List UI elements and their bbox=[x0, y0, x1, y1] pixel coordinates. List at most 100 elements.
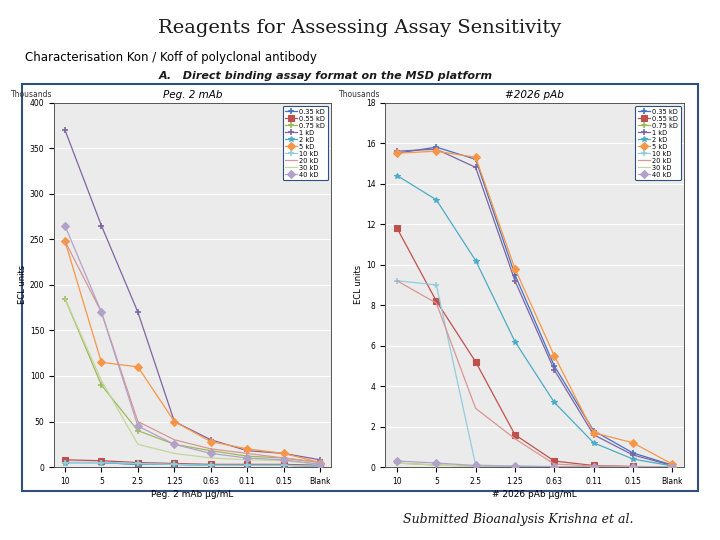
0.55 kD bbox=[60, 456, 69, 463]
Line: 1 kD: 1 kD bbox=[61, 126, 324, 463]
5 kD bbox=[60, 238, 69, 244]
0.35 kD bbox=[207, 462, 215, 469]
0.55 kD bbox=[472, 359, 480, 365]
20 kD bbox=[510, 435, 519, 442]
Text: Characterisation Kon / Koff of polyclonal antibody: Characterisation Kon / Koff of polyclona… bbox=[25, 51, 317, 64]
5 kD bbox=[316, 460, 325, 466]
40 kD bbox=[170, 441, 179, 448]
0.55 kD bbox=[243, 461, 251, 468]
5 kD bbox=[629, 440, 637, 446]
2 kD bbox=[668, 463, 677, 469]
10 kD bbox=[170, 461, 179, 468]
1 kD bbox=[97, 222, 106, 229]
20 kD bbox=[668, 464, 677, 470]
0.75 kD bbox=[170, 441, 179, 448]
Text: Reagents for Assessing Assay Sensitivity: Reagents for Assessing Assay Sensitivity bbox=[158, 19, 562, 37]
20 kD bbox=[134, 418, 143, 425]
20 kD bbox=[316, 460, 325, 466]
Line: 5 kD: 5 kD bbox=[395, 148, 675, 467]
30 kD bbox=[316, 461, 325, 468]
30 kD bbox=[134, 441, 143, 448]
0.55 kD bbox=[316, 462, 325, 469]
0.35 kD bbox=[472, 156, 480, 163]
10 kD bbox=[589, 464, 598, 470]
0.75 kD bbox=[550, 463, 559, 470]
0.75 kD bbox=[279, 455, 288, 461]
2 kD bbox=[279, 462, 288, 469]
30 kD bbox=[589, 464, 598, 470]
1 kD bbox=[668, 462, 677, 469]
0.75 kD bbox=[472, 463, 480, 469]
10 kD bbox=[97, 460, 106, 466]
0.35 kD bbox=[550, 363, 559, 369]
20 kD bbox=[60, 238, 69, 244]
5 kD bbox=[97, 359, 106, 366]
Line: 30 kD: 30 kD bbox=[397, 463, 672, 467]
40 kD bbox=[134, 423, 143, 429]
20 kD bbox=[170, 436, 179, 443]
5 kD bbox=[589, 429, 598, 436]
40 kD bbox=[392, 458, 401, 464]
5 kD bbox=[510, 265, 519, 272]
Text: Submitted Bioanalysis Krishna et al.: Submitted Bioanalysis Krishna et al. bbox=[403, 514, 634, 526]
10 kD bbox=[207, 462, 215, 469]
5 kD bbox=[432, 148, 441, 154]
0.55 kD bbox=[97, 457, 106, 464]
2 kD bbox=[60, 460, 69, 466]
0.55 kD bbox=[589, 462, 598, 469]
0.75 kD bbox=[243, 453, 251, 460]
40 kD bbox=[510, 463, 519, 469]
Text: A.   Direct binding assay format on the MSD platform: A. Direct binding assay format on the MS… bbox=[158, 71, 492, 82]
5 kD bbox=[392, 150, 401, 157]
0.75 kD bbox=[629, 464, 637, 470]
0.75 kD bbox=[589, 464, 598, 470]
30 kD bbox=[629, 464, 637, 470]
10 kD bbox=[550, 463, 559, 470]
Line: 0.55 kD: 0.55 kD bbox=[62, 457, 323, 468]
30 kD bbox=[432, 462, 441, 468]
2 kD bbox=[472, 257, 480, 264]
0.35 kD bbox=[279, 462, 288, 469]
30 kD bbox=[510, 463, 519, 470]
2 kD bbox=[510, 338, 519, 345]
30 kD bbox=[279, 457, 288, 464]
1 kD bbox=[472, 164, 480, 171]
40 kD bbox=[589, 464, 598, 470]
0.35 kD bbox=[134, 461, 143, 468]
1 kD bbox=[629, 451, 637, 458]
0.35 kD bbox=[243, 462, 251, 469]
0.35 kD bbox=[170, 461, 179, 468]
0.75 kD bbox=[60, 295, 69, 302]
10 kD bbox=[432, 282, 441, 288]
0.35 kD bbox=[668, 462, 677, 468]
0.35 kD bbox=[589, 428, 598, 434]
20 kD bbox=[243, 450, 251, 457]
X-axis label: Peg. 2 mAb μg/mL: Peg. 2 mAb μg/mL bbox=[151, 490, 234, 499]
0.55 kD bbox=[629, 463, 637, 470]
1 kD bbox=[510, 278, 519, 284]
2 kD bbox=[243, 462, 251, 469]
2 kD bbox=[589, 440, 598, 446]
1 kD bbox=[589, 431, 598, 438]
0.35 kD bbox=[97, 460, 106, 466]
30 kD bbox=[392, 460, 401, 466]
30 kD bbox=[60, 295, 69, 302]
40 kD bbox=[279, 456, 288, 463]
2 kD bbox=[550, 399, 559, 406]
10 kD bbox=[60, 460, 69, 466]
20 kD bbox=[629, 463, 637, 470]
0.55 kD bbox=[510, 431, 519, 438]
0.55 kD bbox=[550, 458, 559, 464]
1 kD bbox=[279, 450, 288, 457]
30 kD bbox=[472, 463, 480, 469]
5 kD bbox=[472, 154, 480, 160]
Line: 10 kD: 10 kD bbox=[61, 459, 324, 470]
10 kD bbox=[472, 462, 480, 468]
Legend: 0.35 kD, 0.55 kD, 0.75 kD, 1 kD, 2 kD, 5 kD, 10 kD, 20 kD, 30 kD, 40 kD: 0.35 kD, 0.55 kD, 0.75 kD, 1 kD, 2 kD, 5… bbox=[283, 106, 328, 180]
0.75 kD bbox=[207, 448, 215, 454]
Line: 20 kD: 20 kD bbox=[397, 281, 672, 467]
1 kD bbox=[60, 127, 69, 133]
20 kD bbox=[279, 455, 288, 461]
Line: 10 kD: 10 kD bbox=[394, 278, 675, 470]
40 kD bbox=[472, 462, 480, 469]
